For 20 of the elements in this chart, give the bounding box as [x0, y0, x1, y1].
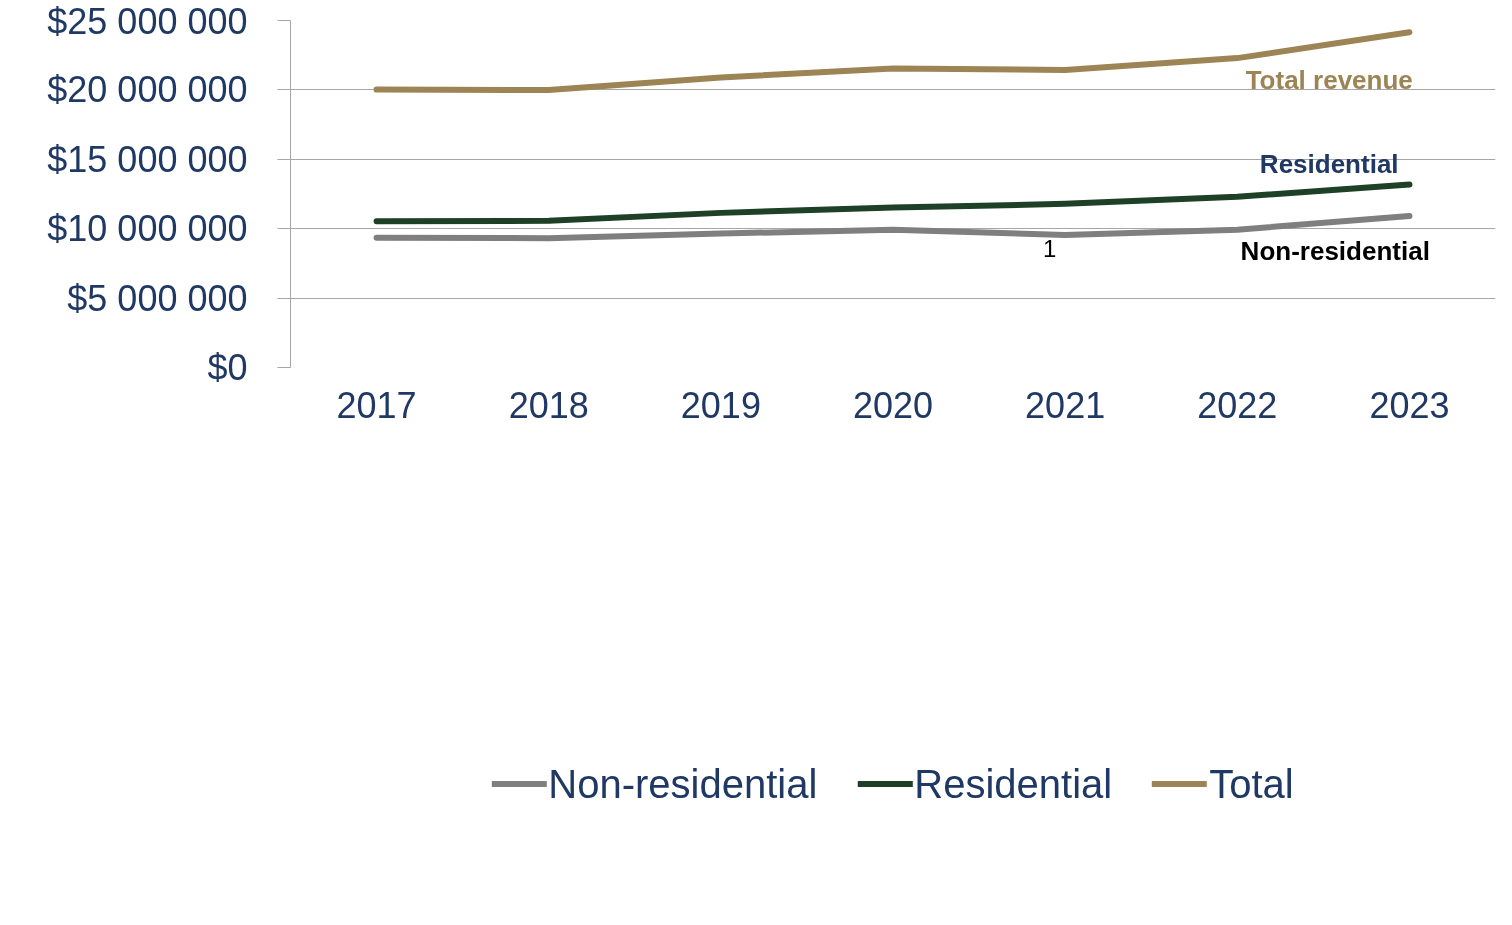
y-tick-label: $10 000 000	[47, 208, 248, 250]
x-tick-label: 2018	[508, 384, 589, 426]
y-tick-label: $0	[207, 347, 248, 388]
y-tick-label: $25 000 000	[47, 0, 248, 42]
y-tick-label: $5 000 000	[67, 277, 248, 319]
legend-label: Residential	[914, 761, 1113, 807]
annotation: Non-residential	[1240, 235, 1430, 266]
x-tick-label: 2022	[1197, 384, 1278, 426]
annotation: 1	[1042, 234, 1057, 262]
y-tick-label: $20 000 000	[47, 69, 248, 111]
x-tick-label: 2019	[680, 384, 761, 426]
annotation: Residential	[1259, 148, 1399, 179]
y-tick-label: $15 000 000	[47, 138, 248, 180]
x-tick-label: 2017	[336, 384, 417, 426]
legend-label: Non-residential	[548, 761, 818, 807]
x-tick-label: 2023	[1369, 384, 1450, 426]
annotation: Total revenue	[1245, 64, 1413, 95]
x-tick-label: 2020	[852, 384, 934, 426]
legend-label: Total	[1209, 761, 1294, 807]
x-tick-label: 2021	[1025, 384, 1106, 426]
